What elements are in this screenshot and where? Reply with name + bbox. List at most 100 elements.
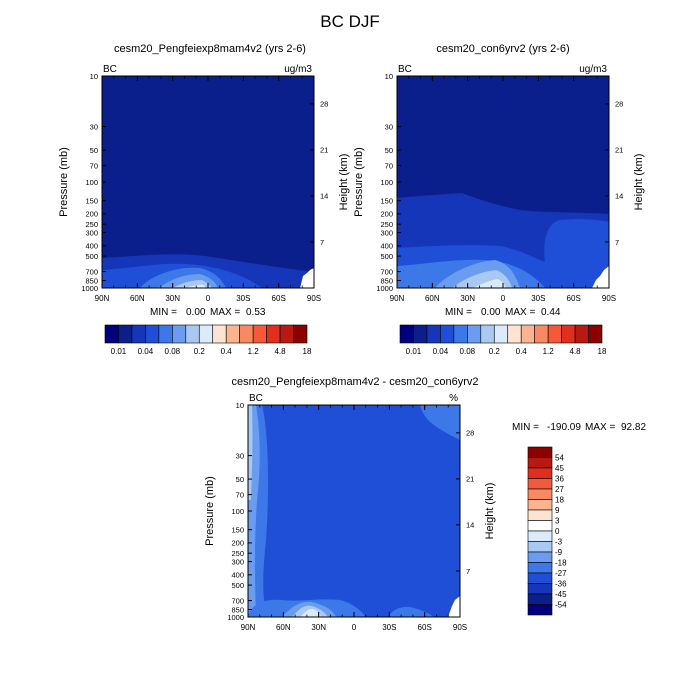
- x-tick-label: 30S: [382, 623, 396, 632]
- y-tick-label: 250: [231, 549, 244, 558]
- colorbar-box: [527, 541, 553, 553]
- x-tick-label: 90N: [390, 294, 405, 303]
- colorbar-label: 0.01: [406, 347, 422, 356]
- y-tick-label: 150: [231, 525, 244, 534]
- y-tick-label: 1000: [81, 284, 98, 293]
- x-tick-label: 30S: [236, 294, 250, 303]
- y-tick-label: 70: [90, 161, 98, 170]
- svg-text:MAX =: MAX =: [210, 307, 240, 318]
- y-tick-label: 850: [380, 276, 393, 285]
- panel-3: cesm20_Pengfeiexp8mam4v2 - cesm20_con6yr…: [204, 376, 646, 632]
- colorbar-label: 36: [555, 474, 564, 483]
- panel-3-axes: 90N 60N 30N 0 30S 60S 90S 10 30 50 70 100 150 2002503…: [204, 401, 496, 632]
- colorbar-label: -9: [555, 548, 563, 557]
- svg-text:-190.09: -190.09: [547, 422, 581, 433]
- x-tick-label: 60N: [425, 294, 440, 303]
- height-tick-label: 7: [320, 238, 324, 247]
- panel-1-units: ug/m3: [284, 64, 312, 75]
- colorbar-label: 45: [555, 464, 564, 473]
- svg-text:0.44: 0.44: [541, 307, 561, 318]
- colorbar-box: [426, 324, 441, 344]
- y-tick-label: 70: [236, 490, 244, 499]
- colorbar-box: [527, 530, 553, 542]
- panel-2-units: ug/m3: [579, 64, 607, 75]
- colorbar-label: -18: [555, 558, 567, 567]
- panel-1-title: cesm20_Pengfeiexp8mam4v2 (yrs 2-6): [114, 43, 306, 55]
- x-tick-label: 30N: [165, 294, 180, 303]
- panel-3-stats: MIN = -190.09 MAX = 92.82: [512, 422, 646, 433]
- y-tick-label: 700: [85, 267, 98, 276]
- y-tick-label: 400: [380, 242, 393, 251]
- y-tick-label: 70: [385, 161, 393, 170]
- svg-text:0.00: 0.00: [481, 307, 501, 318]
- colorbar-box: [561, 324, 576, 344]
- x-tick-label: 60N: [130, 294, 145, 303]
- y-tick-label: 1000: [376, 284, 393, 293]
- colorbar-label: 1.2: [248, 347, 260, 356]
- colorbar-box: [104, 324, 119, 344]
- panel-2-stats: MIN = 0.00 MAX = 0.44: [445, 307, 561, 318]
- height-tick-label: 21: [466, 475, 474, 484]
- colorbar-label: 0.4: [516, 347, 528, 356]
- x-tick-label: 60N: [276, 623, 291, 632]
- svg-text:MIN =: MIN =: [512, 422, 539, 433]
- y-tick-label: 10: [236, 401, 244, 410]
- colorbar-label: 4.8: [570, 347, 582, 356]
- y-tick-label: 30: [90, 122, 98, 131]
- colorbar-label: 3: [555, 516, 560, 525]
- x-tick-label: 0: [206, 294, 211, 303]
- colorbar-box: [453, 324, 468, 344]
- colorbar-box: [527, 488, 553, 500]
- y-tick-label: 30: [236, 451, 244, 460]
- colorbar-box: [527, 551, 553, 563]
- height-tick-label: 28: [466, 429, 474, 438]
- colorbar-box: [527, 562, 553, 574]
- panel-1-corner-left: BC: [103, 64, 117, 75]
- y-tick-label: 50: [385, 146, 393, 155]
- colorbar-box: [574, 324, 589, 344]
- y-tick-label: 150: [85, 196, 98, 205]
- colorbar-box: [413, 324, 428, 344]
- x-tick-label: 30S: [531, 294, 545, 303]
- colorbar-label: 0.08: [165, 347, 181, 356]
- x-tick-label: 30N: [311, 623, 326, 632]
- y-tick-label: 10: [385, 72, 393, 81]
- y-tick-label: 400: [85, 242, 98, 251]
- y-tick-label: 300: [85, 228, 98, 237]
- y-tick-label: 200: [380, 210, 393, 219]
- colorbar-label: -36: [555, 579, 567, 588]
- panel-2-field: [397, 76, 609, 288]
- x-tick-label: 0: [352, 623, 357, 632]
- colorbar-label: 18: [598, 347, 607, 356]
- svg-text:MIN =: MIN =: [150, 307, 177, 318]
- colorbar-box: [239, 324, 254, 344]
- x-tick-label: 90N: [241, 623, 256, 632]
- height-axis-title: Height (km): [484, 483, 496, 540]
- y-axis-title: Pressure (mb): [353, 147, 365, 217]
- height-axis-title: Height (km): [633, 154, 645, 211]
- colorbar-box: [266, 324, 281, 344]
- panel-1-colorbar: 0.01 0.04 0.08 0.2 0.4 1.2 4.8 18: [104, 324, 312, 356]
- svg-text:92.82: 92.82: [621, 422, 646, 433]
- colorbar-box: [527, 457, 553, 469]
- colorbar-label: -54: [555, 600, 567, 609]
- colorbar-label: 0.4: [221, 347, 233, 356]
- panel-1: cesm20_Pengfeiexp8mam4v2 (yrs 2-6) BC ug…: [58, 43, 350, 356]
- panel-3-field: [248, 405, 460, 617]
- colorbar-box: [480, 324, 495, 344]
- y-tick-label: 30: [385, 122, 393, 131]
- panel-3-corner-left: BC: [249, 393, 263, 404]
- y-axis-title: Pressure (mb): [58, 147, 70, 217]
- y-tick-label: 500: [85, 252, 98, 261]
- panel-3-title: cesm20_Pengfeiexp8mam4v2 - cesm20_con6yr…: [231, 376, 478, 388]
- colorbar-box: [440, 324, 455, 344]
- colorbar-box: [507, 324, 522, 344]
- colorbar-box: [399, 324, 414, 344]
- x-tick-label: 90S: [602, 294, 616, 303]
- svg-text:MAX =: MAX =: [585, 422, 615, 433]
- y-tick-label: 700: [231, 596, 244, 605]
- height-tick-label: 28: [615, 100, 623, 109]
- colorbar-label: -45: [555, 590, 567, 599]
- height-tick-label: 14: [615, 192, 623, 201]
